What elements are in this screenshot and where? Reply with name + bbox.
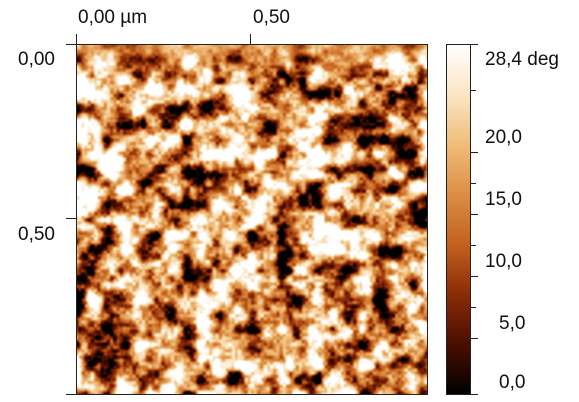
x-tick-label-050: 0,50: [253, 7, 290, 28]
colorbar-label-15: 15,0: [485, 189, 522, 210]
colorbar-label-max: 28,4 deg: [485, 49, 559, 70]
colorbar-label-0: 0,0: [499, 372, 526, 393]
y-tick-label-050: 0,50: [18, 224, 55, 245]
colorbar-label-10: 10,0: [485, 251, 522, 272]
colorbar-label-20: 20,0: [485, 127, 522, 148]
x-tick-label-0: 0,00 µm: [78, 7, 148, 28]
color-scale-bar: [446, 44, 470, 395]
y-tick-label-0: 0,00: [18, 49, 55, 70]
afm-phase-image: [76, 44, 428, 395]
colorbar-label-5: 5,0: [499, 313, 526, 334]
